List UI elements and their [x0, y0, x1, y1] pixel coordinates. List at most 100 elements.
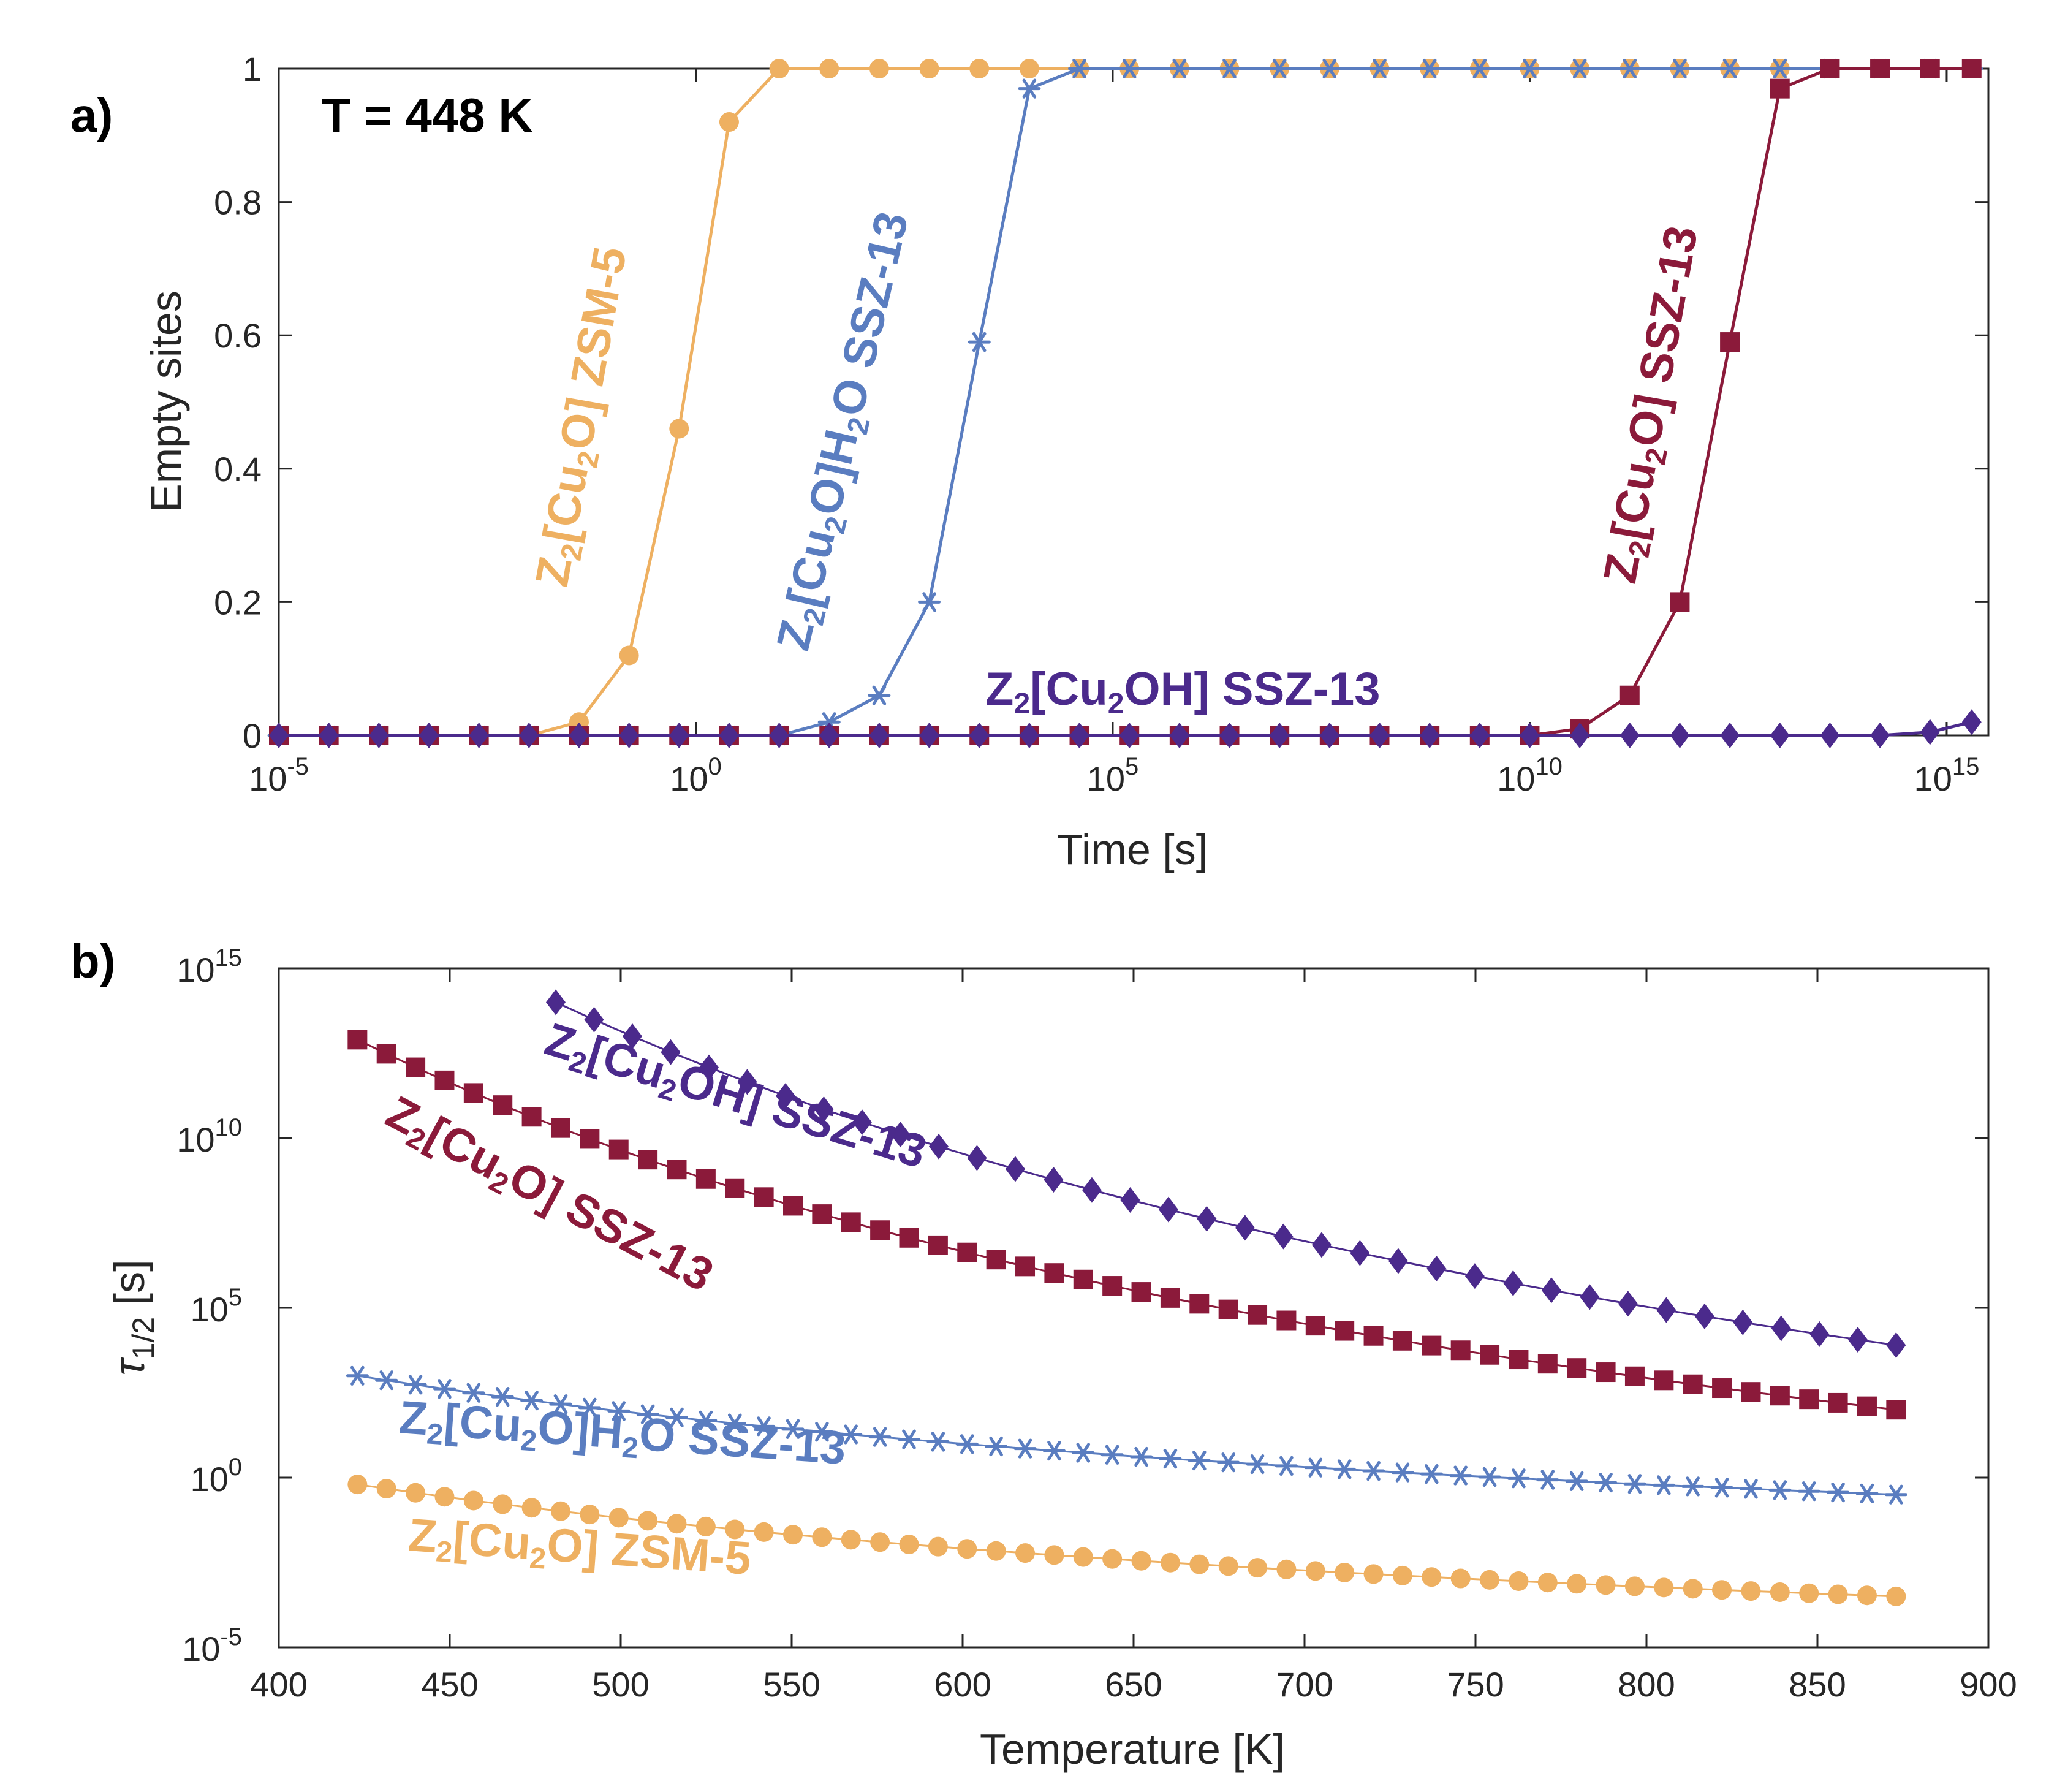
panel-b-data-point: [661, 1039, 681, 1065]
panel-b-data-point: [578, 1397, 601, 1418]
panel-b-data-point-stroke: [960, 1434, 974, 1454]
panel-a-series: [267, 58, 1983, 748]
panel-b-data-point: [1681, 1476, 1705, 1497]
panel-a-data-point-stroke: [872, 685, 887, 705]
panel-b-data-point: [814, 1096, 834, 1123]
panel-b-data-point-stroke: [1831, 1482, 1845, 1503]
panel-b-data-point: [1855, 1483, 1879, 1504]
panel-b-data-point: [608, 1508, 629, 1528]
panel-a-data-point: [1019, 723, 1039, 748]
panel-a-ytick-label: 0.2: [214, 583, 262, 621]
panel-b-data-point: [810, 1422, 833, 1442]
panel-b-data-point: [1005, 1156, 1025, 1182]
panel-a-xtick-label: 105: [1087, 753, 1139, 798]
panel-a-tag: a): [70, 88, 113, 142]
panel-b-data-point: [1449, 1465, 1472, 1486]
panel-b-data-point: [1276, 1559, 1297, 1579]
panel-b-data-point-stroke: [1105, 1445, 1119, 1465]
panel-b-data-point: [1654, 1370, 1674, 1391]
panel-b-data-point: [1799, 1389, 1819, 1410]
panel-b-data-point-stroke: [1192, 1451, 1207, 1471]
panel-a-data-point-stroke: [1222, 58, 1237, 79]
panel-b-data-point: [1217, 1452, 1240, 1473]
panel-a-label-cu2oh: Z2[Cu2OH] SSZ-13: [985, 663, 1381, 720]
panel-b-data-point: [1305, 1316, 1325, 1336]
panel-b-data-point: [1741, 1382, 1761, 1402]
panel-b-data-point: [1305, 1561, 1325, 1581]
panel-b-xtick-label: 400: [250, 1665, 307, 1704]
panel-b-data-point: [928, 1536, 948, 1557]
panel-b-label-h2o: Z2[Cu2O]H2O SSZ-13: [397, 1391, 847, 1479]
panel-b-data-point: [667, 1160, 687, 1180]
panel-b-data-point: [1248, 1558, 1268, 1578]
panel-b-data-point-stroke: [612, 1401, 626, 1421]
panel-a-data-point: [769, 723, 789, 748]
panel-a-data-point: [919, 723, 939, 748]
panel-a-data-point: [1568, 58, 1591, 79]
panel-a-data-point-stroke: [1272, 58, 1287, 79]
panel-b-data-point: [870, 1532, 890, 1552]
panel-a-data-point-stroke: [1623, 58, 1637, 79]
panel-b-data-point: [1013, 1438, 1037, 1459]
panel-b-data-point-stroke: [757, 1416, 771, 1437]
panel-b-ylabel: τ1/2 [s]: [105, 1259, 161, 1375]
panel-b-data-point-stroke: [1076, 1443, 1091, 1463]
panel-b-data-point-stroke: [438, 1379, 452, 1399]
panel-b-data-point-stroke: [1163, 1449, 1178, 1469]
panel-b-data-point: [1537, 1354, 1558, 1374]
panel-b-data-point: [1450, 1340, 1471, 1361]
panel-b-data-point: [491, 1387, 514, 1407]
panel-b-data-point: [1450, 1568, 1471, 1589]
panel-b-data-point: [957, 1539, 977, 1559]
panel-b-data-point: [841, 1530, 861, 1550]
panel-b-data-point: [433, 1379, 456, 1399]
panel-a-data-point: [669, 723, 689, 748]
panel-b-data-point: [1388, 1248, 1408, 1274]
panel-b-data-point: [1828, 1392, 1848, 1413]
panel-b-data-point: [955, 1434, 979, 1454]
panel-a-xtick-label: 1010: [1497, 753, 1563, 798]
panel-b-data-point: [1886, 1586, 1906, 1606]
panel-b-data-point: [957, 1242, 977, 1262]
panel-b-data-point: [1082, 1177, 1102, 1203]
panel-b-data-point: [1160, 1552, 1180, 1573]
panel-b-data-point: [1683, 1579, 1703, 1599]
panel-b-data-point: [986, 1250, 1006, 1270]
panel-b-data-point: [783, 1525, 803, 1545]
panel-a-data-point: [918, 592, 941, 612]
panel-b-data-point-stroke: [1744, 1479, 1758, 1499]
panel-b-data-point-stroke: [1773, 1480, 1787, 1500]
panel-b-data-point: [928, 1235, 948, 1255]
panel-b-data-point: [1567, 1358, 1587, 1378]
panel-a-ytick-label: 0.4: [214, 450, 262, 488]
panel-b-data-point: [1391, 1462, 1414, 1483]
panel-b-data-point: [1712, 1580, 1732, 1600]
panel-a-data-point: [1920, 59, 1940, 78]
panel-b-data-point: [1422, 1567, 1442, 1587]
panel-b-data-point: [1596, 1575, 1616, 1595]
panel-b-data-point: [1768, 1480, 1792, 1500]
panel-b-data-point: [1073, 1547, 1093, 1567]
panel-b-data-point: [812, 1527, 832, 1547]
panel-b-data-point: [1857, 1396, 1877, 1416]
panel-b-data-point-stroke: [786, 1419, 800, 1439]
panel-b-data-point-stroke: [1453, 1465, 1468, 1486]
panel-b-data-point: [723, 1413, 746, 1433]
panel-b-data-point: [1333, 1459, 1356, 1479]
panel-b-data-point: [580, 1505, 600, 1525]
panel-b-data-point: [346, 1365, 369, 1386]
panel-a-data-point: [1418, 58, 1441, 79]
panel-b-data-point: [1311, 1232, 1332, 1258]
panel-b-data-point: [347, 1475, 368, 1495]
panel-b-data-point: [1509, 1571, 1529, 1592]
panel-b-data-point: [1565, 1471, 1588, 1491]
panel-a-data-point: [1720, 332, 1740, 352]
panel-b-data-point: [1799, 1583, 1819, 1603]
panel-b-data-point: [434, 1070, 455, 1090]
panel-b-data-point: [545, 989, 566, 1016]
panel-b-data-point: [1015, 1543, 1036, 1563]
panel-b-data-point: [1073, 1269, 1093, 1289]
panel-b-data-point: [1537, 1573, 1558, 1593]
panel-b-tag: b): [70, 934, 116, 988]
